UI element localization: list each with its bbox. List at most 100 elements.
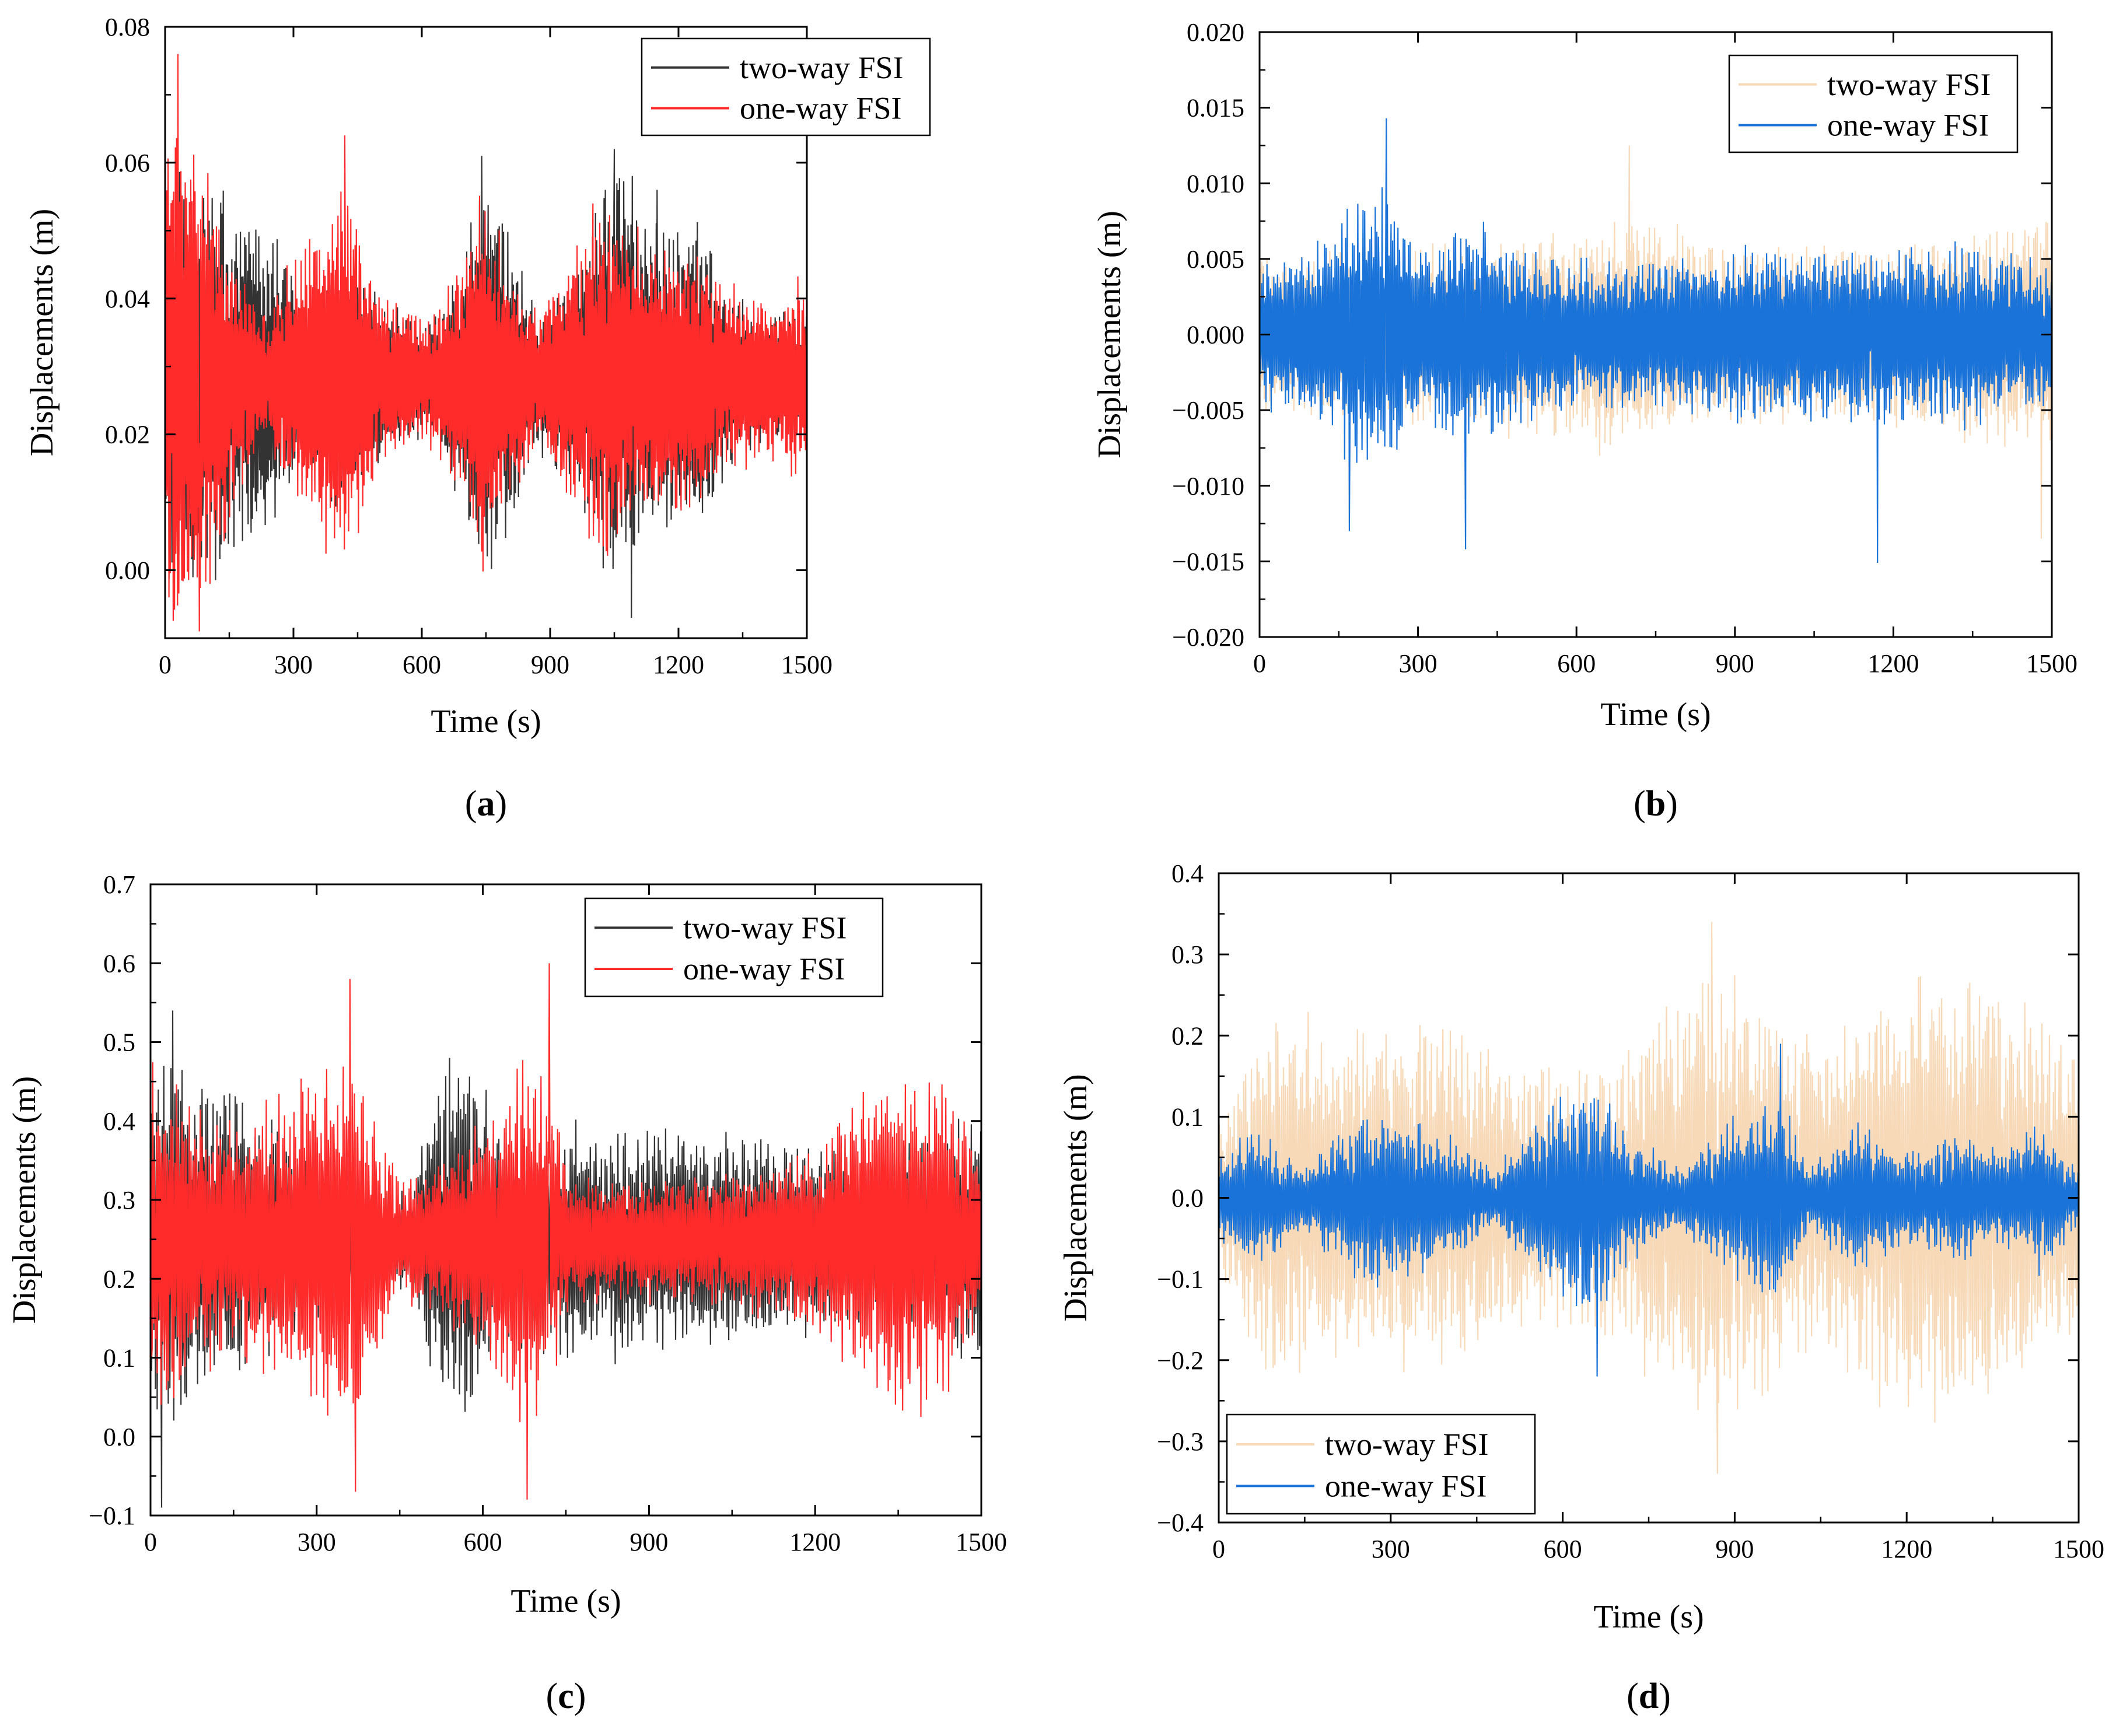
caption-open: ( — [1627, 1676, 1639, 1716]
x-tick-label: 900 — [629, 1528, 668, 1556]
legend-label: one-way FSI — [1325, 1468, 1487, 1503]
y-tick-label: 0.00 — [105, 556, 150, 585]
y-tick-label: 0.000 — [1187, 321, 1244, 349]
x-axis-title: Time (s) — [510, 1583, 621, 1619]
y-tick-label: 0.010 — [1187, 169, 1244, 198]
y-axis-title: Displacements (m) — [24, 209, 60, 457]
x-tick-label: 1500 — [2053, 1535, 2104, 1563]
caption-close: ) — [1659, 1676, 1671, 1716]
legend: two-way FSI one-way FSI — [1728, 54, 2019, 153]
series-line-two-way-fsi — [165, 149, 807, 618]
x-tick-label: 600 — [464, 1528, 502, 1556]
y-tick-label: 0.7 — [103, 870, 135, 899]
x-tick-label: 300 — [1372, 1535, 1410, 1563]
legend-box — [641, 37, 931, 136]
series-line-one-way-fsi — [151, 963, 981, 1500]
legend-label: two-way FSI — [740, 50, 904, 85]
x-tick-label: 300 — [298, 1528, 336, 1556]
x-tick-label: 600 — [1557, 649, 1596, 678]
legend-label: two-way FSI — [1827, 67, 1991, 102]
legend-label: one-way FSI — [1827, 108, 1989, 143]
legend-label: one-way FSI — [683, 951, 845, 986]
y-tick-label: −0.1 — [1157, 1265, 1204, 1294]
y-tick-label: 0.06 — [105, 149, 150, 177]
y-tick-label: −0.020 — [1172, 623, 1244, 652]
y-tick-label: 0.1 — [103, 1344, 135, 1373]
y-tick-label: 0.0 — [1171, 1184, 1204, 1213]
legend: two-way FSI one-way FSI — [641, 37, 931, 136]
x-tick-label: 900 — [531, 650, 569, 679]
caption-letter: a — [477, 784, 495, 824]
caption-letter: b — [1646, 784, 1666, 824]
panel-caption: (c) — [546, 1676, 586, 1716]
caption-close: ) — [1666, 784, 1678, 824]
legend-label: two-way FSI — [683, 910, 847, 945]
y-axis-title: Displacements (m) — [1092, 211, 1128, 459]
y-tick-label: 0.1 — [1171, 1102, 1204, 1131]
x-tick-label: 1200 — [789, 1528, 841, 1556]
y-tick-label: 0.015 — [1187, 94, 1244, 123]
x-tick-label: 600 — [1544, 1535, 1582, 1563]
y-tick-label: 0.0 — [103, 1423, 135, 1451]
y-tick-label: 0.3 — [1171, 940, 1204, 969]
y-tick-label: −0.2 — [1157, 1346, 1204, 1375]
x-tick-label: 300 — [274, 650, 313, 679]
y-tick-label: 0.2 — [103, 1265, 135, 1293]
legend-box — [1728, 54, 2019, 153]
y-tick-label: 0.04 — [105, 285, 150, 313]
y-axis-title: Displacements (m) — [6, 1076, 43, 1324]
x-tick-label: 0 — [1212, 1535, 1225, 1563]
y-tick-label: 0.020 — [1187, 18, 1244, 47]
y-tick-label: 0.4 — [103, 1107, 135, 1136]
chart-panel-c: 0 300 600 900 1200 1500 −0.1 0.0 0.1 0.2 0.3 0.4 0.5… — [6, 870, 1007, 1716]
legend-label: two-way FSI — [1325, 1427, 1489, 1462]
caption-close: ) — [574, 1676, 586, 1716]
y-tick-label: 0.02 — [105, 421, 150, 449]
series-line-one-way-fsi — [1219, 1044, 2079, 1377]
x-tick-label: 1500 — [781, 650, 833, 679]
chart-panel-b: 0 300 600 900 1200 1500 −0.020 −0.015 −0.010 −0.0… — [1092, 18, 2077, 824]
y-tick-label: 0.6 — [103, 949, 135, 978]
y-axis-title: Displacements (m) — [1058, 1074, 1094, 1322]
series-line-one-way-fsi — [1260, 118, 2052, 564]
x-tick-label: 900 — [1715, 1535, 1754, 1563]
y-tick-label: 0.5 — [103, 1028, 135, 1057]
y-tick-label: −0.005 — [1172, 396, 1244, 425]
legend-label: one-way FSI — [740, 91, 901, 126]
legend-box — [584, 897, 884, 998]
panel-caption: (a) — [465, 784, 507, 824]
x-tick-label: 600 — [403, 650, 441, 679]
x-tick-label: 300 — [1399, 649, 1438, 678]
chart-panel-d: 0 300 600 900 1200 1500 −0.4 −0.3 −0.2 −0.1 0.0 0.1… — [1058, 859, 2104, 1716]
x-tick-label: 1200 — [653, 650, 704, 679]
legend: two-way FSI one-way FSI — [584, 897, 884, 998]
caption-close: ) — [495, 784, 508, 824]
x-axis-title: Time (s) — [1600, 696, 1711, 733]
y-tick-label: −0.015 — [1172, 547, 1244, 576]
x-tick-label: 1500 — [2026, 649, 2077, 678]
series-line-one-way-fsi — [165, 54, 807, 632]
y-tick-label: 0.2 — [1171, 1021, 1204, 1050]
legend-box — [1226, 1413, 1536, 1515]
caption-open: ( — [1634, 784, 1646, 824]
caption-open: ( — [546, 1676, 558, 1716]
y-tick-label: 0.08 — [105, 13, 150, 41]
x-axis-title: Time (s) — [431, 704, 541, 740]
x-tick-label: 1200 — [1867, 649, 1919, 678]
x-tick-label: 0 — [1253, 649, 1266, 678]
x-tick-label: 0 — [144, 1528, 157, 1556]
x-tick-label: 1200 — [1881, 1535, 1932, 1563]
x-tick-label: 900 — [1716, 649, 1754, 678]
y-tick-label: 0.3 — [103, 1186, 135, 1214]
x-tick-label: 0 — [159, 650, 172, 679]
y-tick-label: −0.4 — [1157, 1508, 1204, 1537]
panel-caption: (b) — [1634, 784, 1678, 824]
y-tick-label: 0.005 — [1187, 245, 1244, 274]
y-tick-label: 0.4 — [1171, 859, 1204, 888]
caption-letter: d — [1639, 1676, 1659, 1716]
y-tick-label: −0.010 — [1172, 472, 1244, 501]
y-tick-label: −0.3 — [1157, 1427, 1204, 1456]
legend: two-way FSI one-way FSI — [1226, 1413, 1536, 1515]
x-axis-title: Time (s) — [1593, 1599, 1704, 1635]
